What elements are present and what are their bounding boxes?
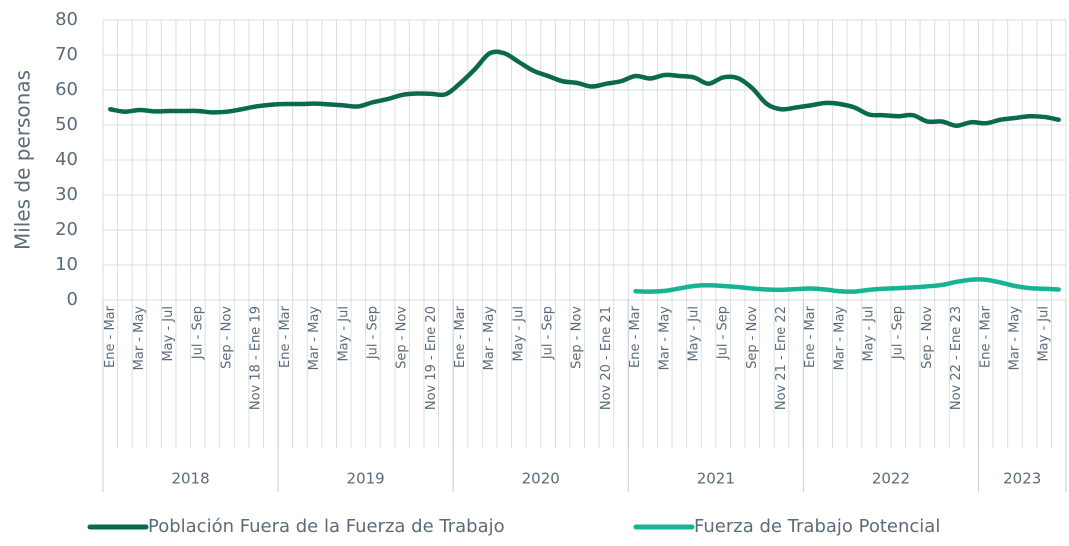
x-tick-label: Ene - Mar <box>803 305 818 368</box>
x-tick-label: May - Jul <box>686 306 701 362</box>
x-tick-label: May - Jul <box>161 306 176 362</box>
x-tick-label: Ene - Mar <box>278 305 293 368</box>
x-tick-label: May - Jul <box>862 306 877 362</box>
x-tick-label: Mar - May <box>832 306 847 371</box>
y-tick-label: 20 <box>55 219 78 240</box>
x-tick-label: Jul - Sep <box>190 306 205 360</box>
x-tick-label: Jul - Sep <box>365 306 380 360</box>
x-tick-label: Jul - Sep <box>716 306 731 360</box>
y-tick-label: 60 <box>55 79 78 100</box>
x-tick-label: Sep - Nov <box>395 306 410 369</box>
x-tick-label: Jul - Sep <box>541 306 556 360</box>
x-tick-label: Sep - Nov <box>220 306 235 369</box>
x-tick-label: Sep - Nov <box>570 306 585 369</box>
series-line <box>633 277 1061 294</box>
y-tick-label: 70 <box>55 44 78 65</box>
y-tick-label: 40 <box>55 149 78 170</box>
y-tick-label: 80 <box>55 9 78 30</box>
y-tick-label: 50 <box>55 114 78 135</box>
x-tick-label: Sep - Nov <box>920 306 935 369</box>
y-tick-label: 10 <box>55 254 78 275</box>
x-tick-label: Sep - Nov <box>745 306 760 369</box>
x-tick-label: Mar - May <box>307 306 322 371</box>
x-tick-label: May - Jul <box>336 306 351 362</box>
x-tick-label: May - Jul <box>1037 306 1052 362</box>
x-tick-label: Nov 22 - Ene 23 <box>949 306 964 410</box>
y-axis-title: Miles de personas <box>11 70 35 250</box>
year-label: 2020 <box>522 470 560 488</box>
x-tick-label: Mar - May <box>657 306 672 371</box>
x-tick-label: Ene - Mar <box>453 305 468 368</box>
legend-label: Población Fuera de la Fuerza de Trabajo <box>148 516 505 537</box>
x-tick-label: Ene - Mar <box>978 305 993 368</box>
year-label: 2022 <box>872 470 910 488</box>
year-label: 2019 <box>347 470 385 488</box>
x-tick-label: Nov 20 - Ene 21 <box>599 306 614 410</box>
x-tick-label: May - Jul <box>511 306 526 362</box>
x-tick-label: Jul - Sep <box>891 306 906 360</box>
x-tick-label: Ene - Mar <box>628 305 643 368</box>
x-tick-label: Mar - May <box>132 306 147 371</box>
series-line <box>108 49 1061 128</box>
x-tick-label: Mar - May <box>482 306 497 371</box>
y-tick-label: 30 <box>55 184 78 205</box>
year-label: 2018 <box>171 470 209 488</box>
y-tick-label: 0 <box>67 289 78 310</box>
x-tick-label: Nov 18 - Ene 19 <box>249 306 264 410</box>
x-tick-label: Nov 19 - Ene 20 <box>424 306 439 410</box>
x-tick-label: Mar - May <box>1007 306 1022 371</box>
x-tick-label: Ene - Mar <box>103 305 118 368</box>
year-label: 2023 <box>1003 470 1041 488</box>
legend-label: Fuerza de Trabajo Potencial <box>694 516 940 537</box>
year-label: 2021 <box>697 470 735 488</box>
x-tick-label: Nov 21 - Ene 22 <box>774 306 789 410</box>
